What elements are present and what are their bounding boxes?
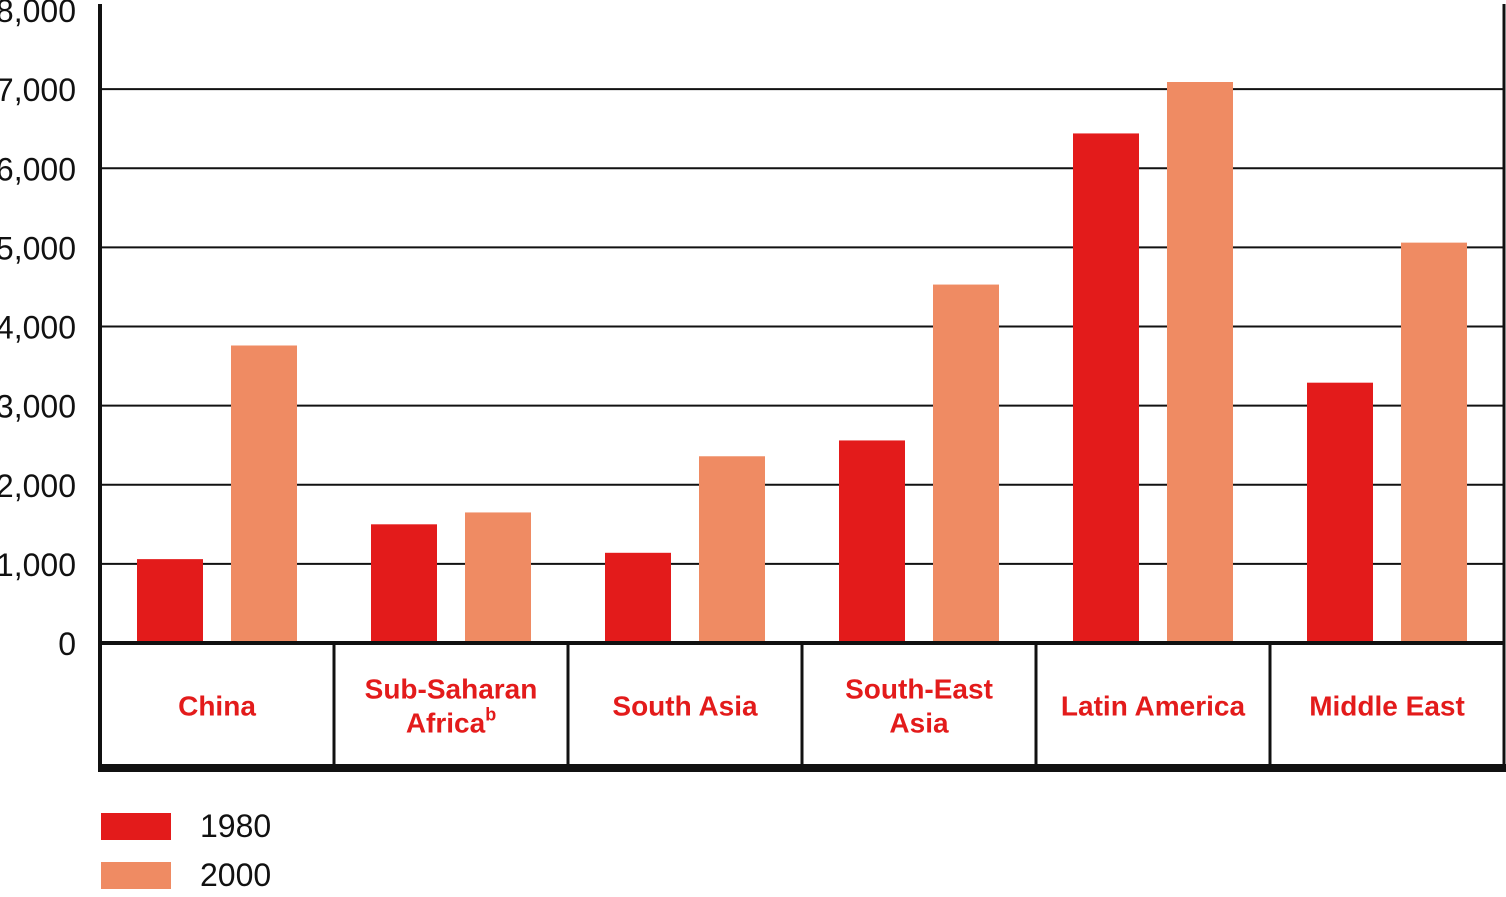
legend-swatch-1980 bbox=[101, 813, 171, 840]
y-tick-label: 3,000 bbox=[0, 389, 76, 425]
y-tick-label: 5,000 bbox=[0, 230, 76, 266]
bar-1980-1 bbox=[371, 524, 437, 643]
category-label: Africab bbox=[406, 705, 496, 739]
y-tick-label: 4,000 bbox=[0, 310, 76, 346]
bar-1980-4 bbox=[1073, 133, 1139, 643]
category-label: Latin America bbox=[1061, 691, 1246, 722]
category-label: China bbox=[178, 691, 256, 722]
y-tick-label: 8,000 bbox=[0, 0, 76, 29]
bar-2000-2 bbox=[699, 456, 765, 643]
legend-label-1980: 1980 bbox=[200, 808, 271, 844]
category-label: Asia bbox=[889, 708, 949, 739]
axes-frame bbox=[98, 4, 1506, 772]
y-axis-ticks: 0 1,000 2,000 3,000 4,000 5,000 6,000 7,000 8,00… bbox=[0, 0, 76, 662]
bar-1980-0 bbox=[137, 559, 203, 643]
bar-2000-4 bbox=[1167, 82, 1233, 643]
bar-2000-1 bbox=[465, 512, 531, 643]
bar-2000-5 bbox=[1401, 242, 1467, 643]
y-tick-label: 1,000 bbox=[0, 547, 76, 583]
bar-1980-2 bbox=[605, 552, 671, 643]
bars bbox=[137, 82, 1467, 643]
bar-1980-3 bbox=[839, 440, 905, 643]
legend: 1980 2000 bbox=[101, 808, 271, 893]
y-tick-label: 7,000 bbox=[0, 72, 76, 108]
y-tick-label: 6,000 bbox=[0, 151, 76, 187]
bar-2000-3 bbox=[933, 284, 999, 643]
y-tick-label: 0 bbox=[58, 626, 76, 662]
category-label: South Asia bbox=[612, 691, 758, 722]
category-label: Middle East bbox=[1309, 691, 1465, 722]
category-label: South-East bbox=[845, 674, 993, 705]
y-tick-label: 2,000 bbox=[0, 468, 76, 504]
category-label: Sub-Saharan bbox=[365, 674, 538, 705]
bar-1980-5 bbox=[1307, 382, 1373, 643]
gridlines bbox=[100, 88, 1504, 565]
bar-2000-0 bbox=[231, 345, 297, 643]
footnote-marker: b bbox=[485, 705, 496, 725]
legend-swatch-2000 bbox=[101, 862, 171, 889]
legend-label-2000: 2000 bbox=[200, 857, 271, 893]
